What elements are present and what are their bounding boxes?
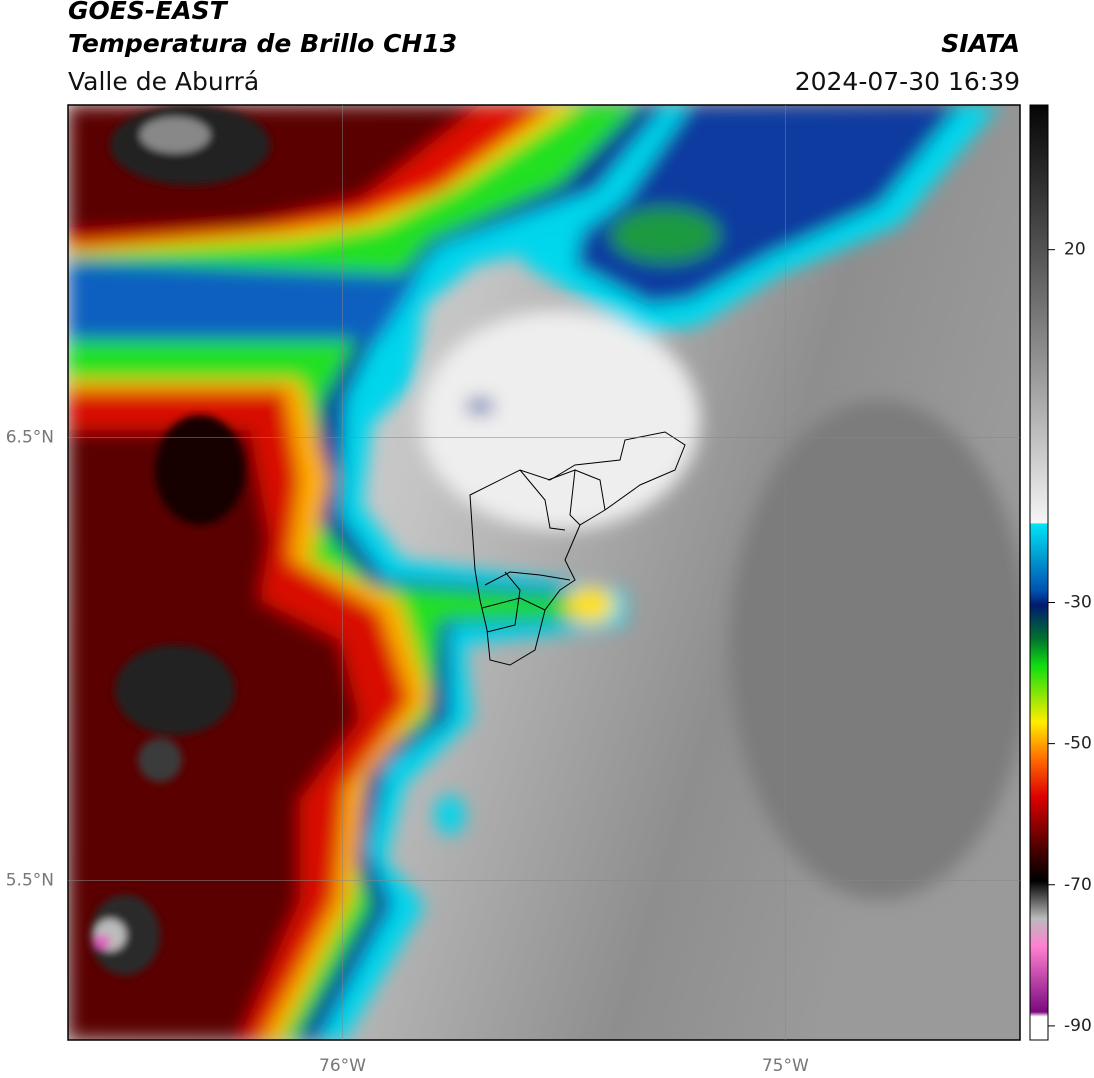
colorbar-tick-label: 20 — [1064, 240, 1086, 260]
lon-tick-label: 75°W — [762, 1056, 809, 1076]
datetime: 2024-07-30 16:39 — [795, 67, 1020, 96]
colorbar — [1029, 104, 1049, 1041]
subtitle: Temperatura de Brillo CH13 — [68, 29, 457, 58]
colorbar-tick-label: -50 — [1064, 734, 1092, 754]
colorbar-tick-label: -70 — [1064, 875, 1092, 895]
satellite-image — [68, 105, 1020, 1040]
source: SIATA — [941, 29, 1020, 58]
colorbar-tick-label: -90 — [1064, 1016, 1092, 1036]
map-frame — [67, 104, 1021, 1041]
lat-tick-label: 5.5°N — [6, 870, 54, 890]
title: GOES-EAST — [68, 0, 229, 25]
region: Valle de Aburrá — [68, 67, 259, 96]
municipal-boundaries — [469, 431, 686, 666]
colorbar-tick-label: -30 — [1064, 592, 1092, 612]
lat-tick-label: 6.5°N — [6, 427, 54, 447]
lon-tick-label: 76°W — [319, 1056, 366, 1076]
